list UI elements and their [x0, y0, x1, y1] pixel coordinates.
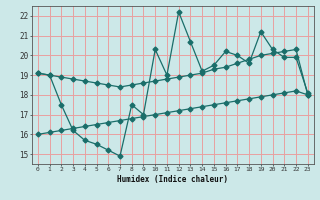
X-axis label: Humidex (Indice chaleur): Humidex (Indice chaleur): [117, 175, 228, 184]
